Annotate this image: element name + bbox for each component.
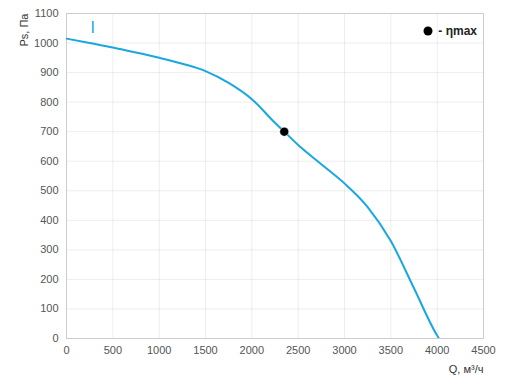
svg-text:0: 0 xyxy=(52,332,58,344)
svg-text:1500: 1500 xyxy=(193,344,217,356)
svg-text:Ps, Па: Ps, Па xyxy=(18,13,30,47)
svg-text:500: 500 xyxy=(104,344,122,356)
svg-text:3500: 3500 xyxy=(379,344,403,356)
svg-text:I: I xyxy=(91,19,95,36)
svg-text:3000: 3000 xyxy=(332,344,356,356)
svg-text:800: 800 xyxy=(40,96,58,108)
svg-text:100: 100 xyxy=(40,302,58,314)
svg-text:2000: 2000 xyxy=(240,344,264,356)
html-text:- ηmax: - ηmax xyxy=(438,24,477,38)
svg-text:200: 200 xyxy=(40,273,58,285)
svg-text:500: 500 xyxy=(40,184,58,196)
svg-text:300: 300 xyxy=(40,243,58,255)
svg-text:900: 900 xyxy=(40,66,58,78)
svg-text:1000: 1000 xyxy=(147,344,171,356)
svg-text:4500: 4500 xyxy=(471,344,495,356)
svg-text:400: 400 xyxy=(40,214,58,226)
svg-text:700: 700 xyxy=(40,125,58,137)
svg-text:2500: 2500 xyxy=(286,344,310,356)
svg-text:0: 0 xyxy=(63,344,69,356)
svg-text:Q, м³/ч: Q, м³/ч xyxy=(449,363,484,375)
svg-text:4000: 4000 xyxy=(425,344,449,356)
svg-text:600: 600 xyxy=(40,155,58,167)
svg-text:1000: 1000 xyxy=(34,37,58,49)
svg-text:1100: 1100 xyxy=(35,7,59,19)
